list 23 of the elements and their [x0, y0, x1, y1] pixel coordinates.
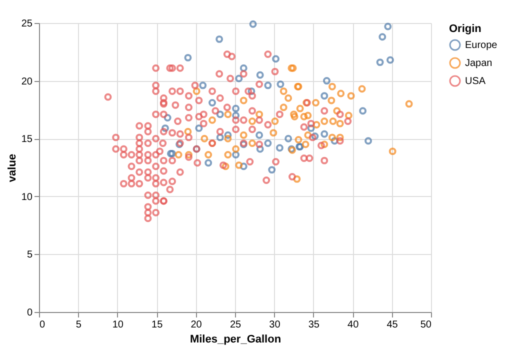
x-tick-label: 5	[76, 320, 82, 330]
x-tick-label: 35	[308, 320, 320, 330]
x-tick-label: 15	[152, 320, 164, 330]
x-tick-label: 25	[230, 320, 242, 330]
y-tick-label: 20	[21, 76, 33, 88]
y-tick-label: 25	[21, 18, 33, 30]
x-axis-title: Miles_per_Gallon	[190, 334, 282, 346]
legend-title: Origin	[449, 23, 482, 35]
x-tick-label: 45	[386, 320, 398, 330]
y-tick-label: 10	[21, 192, 33, 203]
legend-label: USA	[465, 76, 486, 87]
x-tick-label: 20	[190, 320, 202, 330]
y-tick-label: 0	[26, 308, 33, 318]
x-tick-label: 10	[112, 320, 124, 330]
y-axis-title: value	[6, 154, 18, 182]
x-tick-label: 50	[420, 320, 432, 330]
legend-label: Japan	[465, 58, 492, 69]
x-tick-label: 30	[269, 320, 281, 330]
y-tick-label: 5	[26, 250, 33, 261]
x-tick-label: 40	[348, 320, 360, 330]
y-tick-label: 15	[21, 134, 33, 146]
x-tick-label: 0	[40, 320, 46, 330]
legend-label: Europe	[465, 40, 498, 51]
